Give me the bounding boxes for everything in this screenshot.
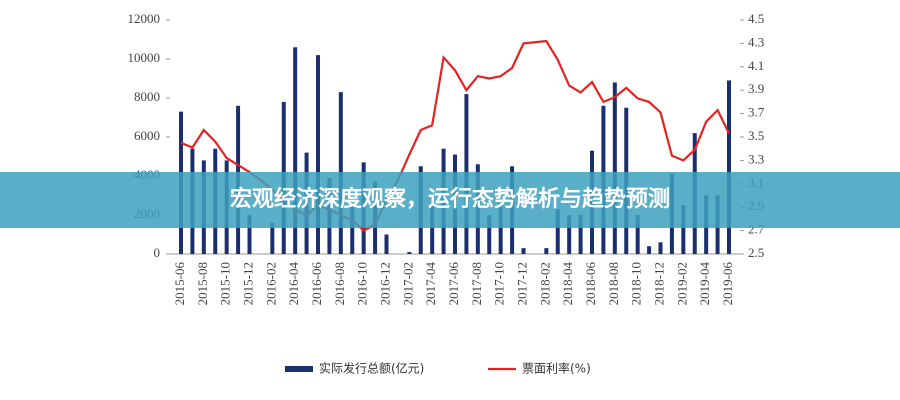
- bar: [681, 205, 686, 254]
- x-tick-label: 2018-06: [583, 262, 598, 306]
- x-tick-label: 2015-12: [240, 262, 255, 305]
- x-tick-label: 2018-12: [651, 262, 666, 305]
- x-tick-label: 2017-04: [423, 262, 438, 306]
- bar: [578, 215, 583, 254]
- x-tick-label: 2016-12: [377, 262, 392, 305]
- bar: [635, 215, 640, 254]
- x-tick-label: 2017-08: [469, 262, 484, 305]
- x-tick-label: 2016-10: [355, 262, 370, 305]
- bar: [544, 248, 549, 254]
- y2-tick-label: 3.9: [748, 81, 764, 96]
- y-tick-label: 0: [154, 245, 161, 260]
- x-tick-label: 2019-04: [697, 262, 712, 306]
- y2-tick-label: 3.5: [748, 128, 764, 143]
- bar: [247, 215, 252, 254]
- bar: [612, 82, 617, 255]
- x-tick-label: 2018-04: [560, 262, 575, 306]
- bar: [498, 205, 503, 254]
- x-tick-label: 2018-10: [629, 262, 644, 305]
- x-tick-label: 2016-02: [263, 262, 278, 305]
- x-tick-label: 2015-10: [218, 262, 233, 305]
- bar: [487, 215, 492, 254]
- bar: [384, 234, 389, 254]
- x-tick-label: 2019-06: [720, 262, 735, 306]
- y2-tick-label: 4.1: [748, 58, 764, 73]
- bar: [430, 205, 435, 254]
- banner: [0, 172, 900, 228]
- bar: [658, 242, 663, 254]
- x-tick-label: 2017-02: [400, 262, 415, 305]
- bar: [521, 248, 526, 254]
- bar: [647, 246, 652, 254]
- banner-title: 宏观经济深度观察，运行态势解析与趋势预测: [230, 186, 670, 212]
- bar: [270, 222, 275, 254]
- y-tick-label: 6000: [134, 128, 160, 143]
- y2-tick-label: 4.3: [748, 34, 764, 49]
- bar: [727, 80, 731, 254]
- x-tick-label: 2017-06: [446, 262, 461, 306]
- y-tick-label: 8000: [134, 89, 160, 104]
- legend-label: 实际发行总额(亿元): [319, 361, 424, 376]
- x-tick-label: 2016-04: [286, 262, 301, 306]
- bar: [567, 215, 572, 254]
- x-tick-label: 2016-08: [332, 262, 347, 305]
- x-tick-label: 2017-10: [492, 262, 507, 305]
- y2-tick-label: 3.7: [748, 105, 765, 120]
- bar: [293, 47, 298, 254]
- y-tick-label: 12000: [128, 11, 161, 26]
- y2-tick-label: 3.3: [748, 151, 764, 166]
- legend-label: 票面利率(%): [522, 361, 591, 376]
- x-tick-label: 2018-02: [537, 262, 552, 305]
- legend-swatch: [285, 366, 313, 372]
- bar: [350, 205, 355, 254]
- x-tick-label: 2015-06: [172, 262, 187, 306]
- x-tick-label: 2019-02: [674, 262, 689, 305]
- y2-tick-label: 4.5: [748, 11, 764, 26]
- y2-tick-label: 2.5: [748, 245, 764, 260]
- x-tick-label: 2016-06: [309, 262, 324, 306]
- x-tick-label: 2015-08: [195, 262, 210, 305]
- bar: [555, 209, 560, 254]
- x-tick-label: 2018-08: [606, 262, 621, 305]
- bar: [407, 252, 412, 254]
- x-tick-label: 2017-12: [514, 262, 529, 305]
- bar: [316, 55, 320, 254]
- y-tick-label: 10000: [128, 50, 161, 65]
